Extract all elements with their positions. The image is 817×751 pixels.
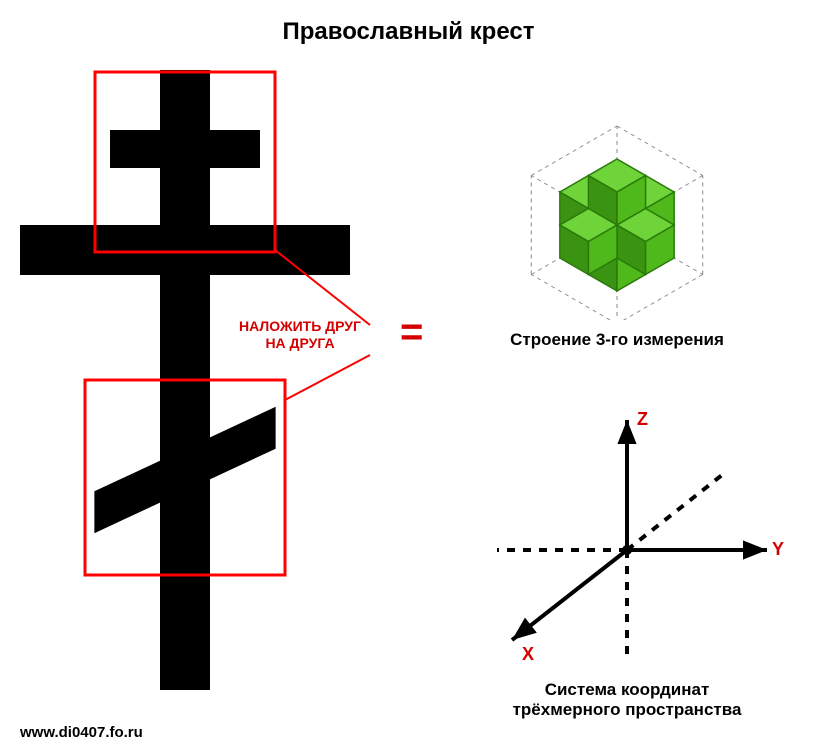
overlay-label: НАЛОЖИТЬ ДРУГ НА ДРУГА bbox=[215, 318, 385, 352]
svg-text:Y: Y bbox=[772, 539, 784, 559]
caption-axes-line2: трёхмерного пространства bbox=[513, 700, 742, 719]
svg-text:X: X bbox=[522, 644, 534, 664]
cubes-3d bbox=[467, 70, 767, 320]
overlay-label-line1: НАЛОЖИТЬ ДРУГ bbox=[239, 318, 361, 334]
overlay-label-line2: НА ДРУГА bbox=[265, 335, 334, 351]
caption-cubes: Строение 3-го измерения bbox=[457, 330, 777, 350]
orthodox-cross bbox=[20, 70, 380, 710]
footer-url: www.di0407.fo.ru bbox=[20, 724, 143, 741]
page-title: Православный крест bbox=[0, 18, 817, 46]
coordinate-axes: Z Y X bbox=[437, 400, 787, 680]
svg-text:Z: Z bbox=[637, 409, 648, 429]
caption-axes: Система координат трёхмерного пространст… bbox=[457, 680, 797, 720]
caption-axes-line1: Система координат bbox=[545, 680, 710, 699]
equals-sign: = bbox=[400, 310, 423, 355]
